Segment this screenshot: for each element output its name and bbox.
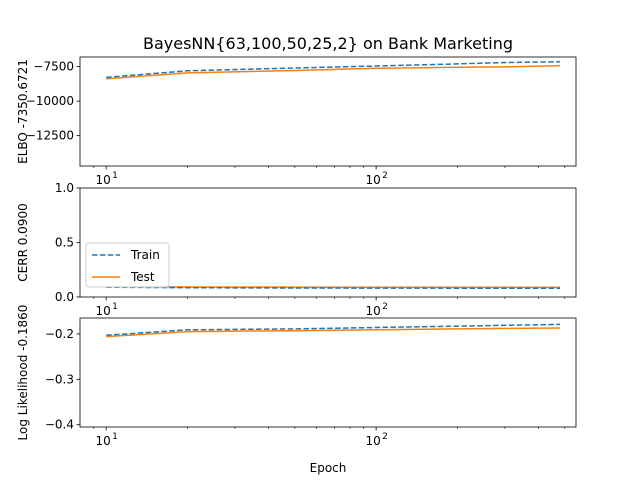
y-tick-label: −0.3 xyxy=(45,372,74,386)
series-group xyxy=(106,323,561,338)
legend-box xyxy=(85,242,170,288)
y-axis-label: Log Likelihood -0.1860 xyxy=(16,305,30,441)
x-tick-label: 10 xyxy=(365,304,380,318)
legend-label-train: Train xyxy=(130,248,160,262)
series-line-train xyxy=(106,323,561,337)
series-line-train xyxy=(106,61,561,79)
y-tick-label: −0.4 xyxy=(45,418,74,432)
series-group xyxy=(106,285,560,290)
x-tick-label-exponent: 1 xyxy=(112,171,118,181)
axes-frame xyxy=(79,187,577,298)
x-tick-label: 10 xyxy=(96,173,111,187)
x-tick-label: 10 xyxy=(96,434,111,448)
x-tick-label: 10 xyxy=(96,304,111,318)
figure-title: BayesNN{63,100,50,25,2} on Bank Marketin… xyxy=(143,34,513,53)
x-tick-label-exponent: 2 xyxy=(382,171,388,181)
x-tick-label: 10 xyxy=(365,434,380,448)
legend-label-test: Test xyxy=(130,270,155,284)
y-tick-label: 0.0 xyxy=(55,290,74,304)
x-tick-label-exponent: 2 xyxy=(382,302,388,312)
y-tick-label: −12500 xyxy=(26,129,74,143)
y-tick-label: −7500 xyxy=(33,60,74,74)
series-group xyxy=(106,61,561,80)
y-tick-label: 0.5 xyxy=(55,236,74,250)
axes-frame xyxy=(79,317,577,428)
legend: Train Test xyxy=(85,242,170,288)
y-tick-label: −0.2 xyxy=(45,327,74,341)
x-tick-label-exponent: 2 xyxy=(382,432,388,442)
y-tick-label: 1.0 xyxy=(55,181,74,195)
axes-frame xyxy=(79,56,577,167)
series-line-test xyxy=(106,64,561,80)
x-tick-label-exponent: 1 xyxy=(112,432,118,442)
x-tick-label: 10 xyxy=(365,173,380,187)
x-tick-label-exponent: 1 xyxy=(112,302,118,312)
y-tick-label: −10000 xyxy=(26,94,74,108)
y-axis-label: CERR 0.0900 xyxy=(16,203,30,281)
y-axis-label: ELBO -7350.6721 xyxy=(16,59,30,164)
series-line-test xyxy=(106,327,561,338)
series-line-train xyxy=(106,286,560,290)
x-axis-label: Epoch xyxy=(310,461,347,475)
